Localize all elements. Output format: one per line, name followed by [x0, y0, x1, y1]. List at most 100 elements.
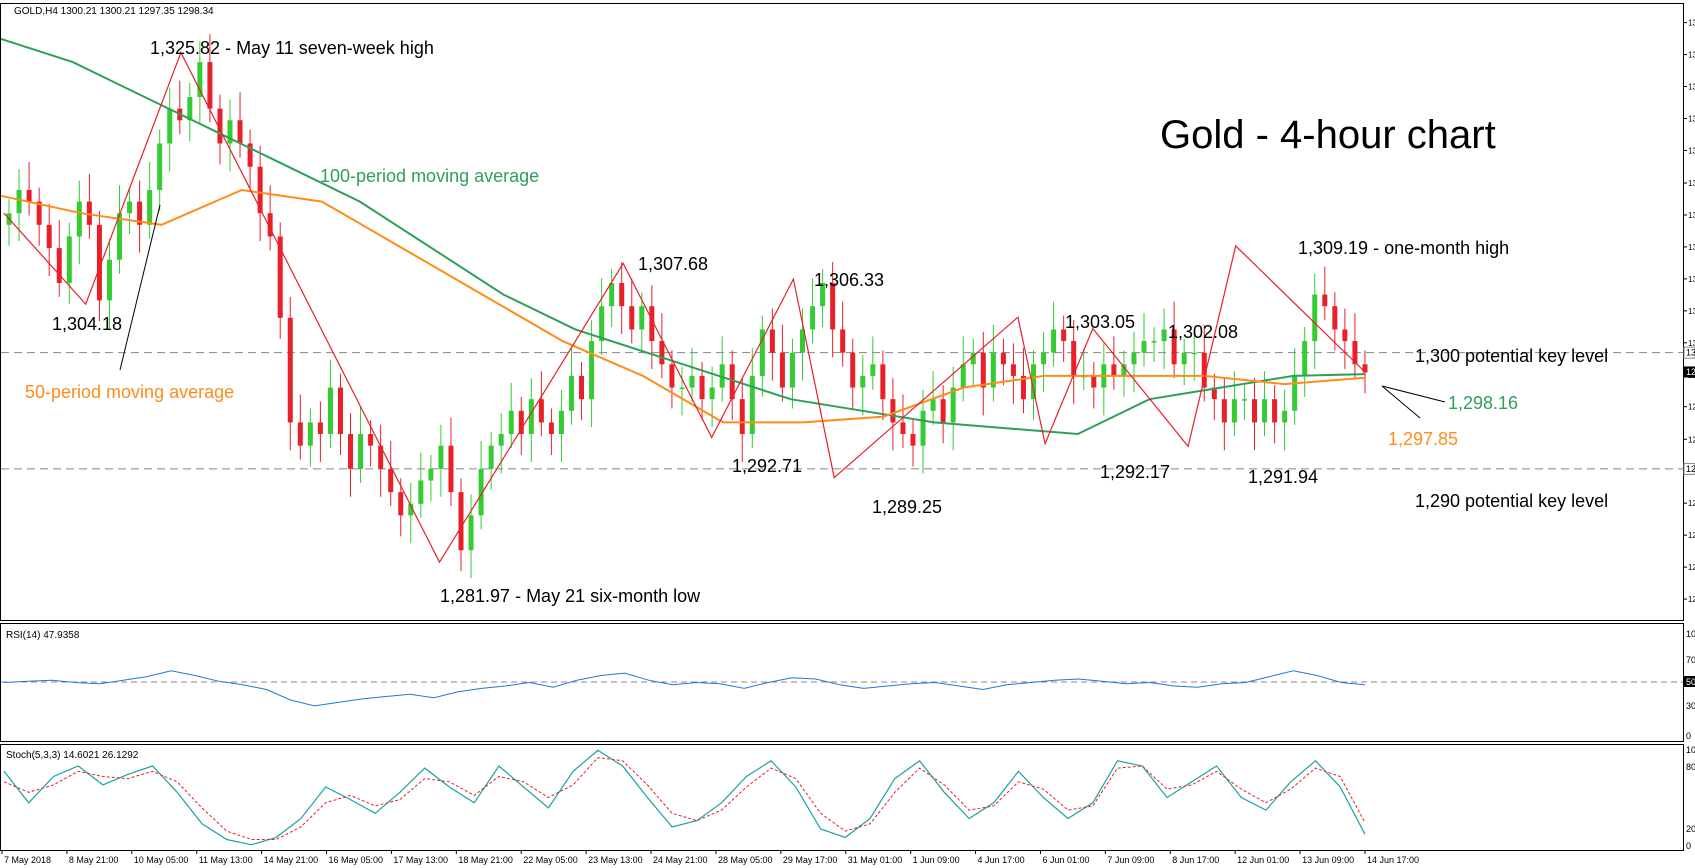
time-tick-label-15: 4 Jun 17:00 — [978, 855, 1025, 865]
candle-body-1 — [16, 189, 22, 214]
candle-body-64 — [649, 306, 655, 342]
candle-body-16 — [167, 108, 173, 144]
candles — [6, 34, 1368, 579]
candle-body-124 — [1251, 399, 1257, 423]
price-tick-label-12: 1295.35 — [1688, 403, 1695, 412]
candle-body-121 — [1221, 399, 1227, 423]
time-tick-label-16: 6 Jun 01:00 — [1042, 855, 1089, 865]
candle-body-74 — [749, 375, 755, 435]
candle-body-46 — [468, 515, 474, 551]
stoch-tick-20: 20 — [1686, 824, 1695, 834]
candle-body-129 — [1302, 341, 1308, 376]
price-tick-label-2: 1322.90 — [1688, 83, 1695, 92]
price-tick-label-1: 1325.65 — [1688, 51, 1695, 60]
ann-low-may21: 1,281.97 - May 21 six-month low — [440, 586, 701, 606]
candle-body-4 — [46, 224, 52, 249]
candle-body-60 — [609, 282, 615, 307]
candle-body-110 — [1111, 364, 1117, 376]
candle-body-73 — [739, 399, 745, 435]
candle-body-12 — [127, 201, 133, 214]
candle-body-89 — [900, 422, 906, 435]
candle-body-24 — [247, 143, 253, 167]
candle-body-18 — [187, 96, 193, 121]
candle-body-6 — [66, 236, 72, 283]
candle-body-63 — [639, 306, 645, 330]
candle-body-94 — [950, 387, 956, 423]
candle-body-51 — [518, 410, 524, 435]
candle-body-3 — [36, 201, 42, 225]
candle-body-31 — [317, 422, 323, 435]
candle-body-106 — [1071, 341, 1077, 376]
price-tick-label-13: 1292.55 — [1688, 435, 1695, 444]
time-tick-label-4: 14 May 21:00 — [264, 855, 319, 865]
candle-body-2 — [26, 189, 32, 202]
candle-body-78 — [789, 352, 795, 388]
rsi-level-tag-box — [1684, 676, 1695, 687]
candle-body-103 — [1041, 352, 1047, 365]
candle-body-69 — [699, 375, 705, 400]
candle-body-92 — [930, 399, 936, 411]
candle-body-102 — [1031, 364, 1037, 400]
candle-body-95 — [960, 364, 966, 388]
candle-body-40 — [408, 503, 414, 516]
candle-body-8 — [86, 201, 92, 225]
ann-trough-3: 1,292.17 — [1100, 462, 1170, 482]
candle-body-122 — [1231, 399, 1237, 423]
candle-body-91 — [920, 410, 926, 446]
candle-body-29 — [297, 422, 303, 446]
candle-body-114 — [1151, 341, 1157, 343]
ann-peak-4: 1,302.08 — [1168, 322, 1238, 342]
candle-body-23 — [237, 120, 243, 144]
candle-body-21 — [217, 108, 223, 144]
candle-body-43 — [438, 445, 444, 469]
ann-low-may8: 1,304.18 — [52, 314, 122, 334]
candle-body-34 — [348, 434, 354, 469]
candle-body-81 — [820, 282, 826, 307]
candle-body-117 — [1181, 352, 1187, 365]
candle-body-7 — [76, 201, 82, 237]
candle-body-35 — [358, 434, 364, 469]
time-tick-label-1: 8 May 21:00 — [69, 855, 119, 865]
candle-body-55 — [558, 410, 564, 435]
ann-trough-2: 1,289.25 — [872, 497, 942, 517]
ann-peak-3: 1,303.05 — [1065, 312, 1135, 332]
price-tick-label-15: 1287.05 — [1688, 499, 1695, 508]
candle-body-56 — [568, 375, 574, 411]
ann-peak-2: 1,306.33 — [814, 270, 884, 290]
candle-body-111 — [1121, 364, 1127, 376]
candle-body-41 — [418, 480, 424, 504]
ann-trough-4: 1,291.94 — [1248, 467, 1318, 487]
candle-body-93 — [940, 399, 946, 423]
candle-body-88 — [890, 399, 896, 423]
candle-body-118 — [1191, 352, 1197, 355]
time-axis: 7 May 2018 8 May 21:00 10 May 05:00 11 May … — [1, 850, 1419, 865]
candle-body-100 — [1010, 364, 1016, 376]
time-tick-label-8: 22 May 05:00 — [523, 855, 578, 865]
candle-body-70 — [709, 387, 715, 400]
tag-1300: 1300.00 — [1686, 348, 1695, 358]
candle-body-86 — [870, 364, 876, 376]
price-tick-label-3: 1320.15 — [1688, 114, 1695, 123]
stoch-tick-80: 80 — [1686, 762, 1695, 772]
price-tick-label-10: 1300.85 — [1688, 339, 1695, 348]
candle-body-131 — [1322, 294, 1328, 307]
stoch-d-line — [3, 757, 1366, 840]
time-tick-label-19: 12 Jun 01:00 — [1237, 855, 1289, 865]
price-tick-label-17: 1281.55 — [1688, 563, 1695, 572]
candle-body-62 — [629, 306, 635, 330]
candle-body-115 — [1161, 329, 1167, 342]
ann-ma50-value: 1,297.85 — [1388, 429, 1458, 449]
candle-body-123 — [1241, 399, 1247, 401]
candle-body-84 — [850, 352, 856, 388]
candle-body-120 — [1211, 387, 1217, 400]
candle-body-130 — [1312, 294, 1318, 342]
candle-body-96 — [970, 352, 976, 365]
candle-body-11 — [117, 213, 123, 260]
ma-value-leader-1 — [1381, 385, 1446, 403]
candle-body-50 — [508, 410, 514, 435]
candle-body-99 — [1000, 352, 1006, 365]
ma-value-leader-2 — [1381, 385, 1421, 419]
candle-body-36 — [368, 434, 374, 446]
time-tick-label-0: 7 May 2018 — [4, 855, 51, 865]
candle-body-68 — [689, 375, 695, 388]
